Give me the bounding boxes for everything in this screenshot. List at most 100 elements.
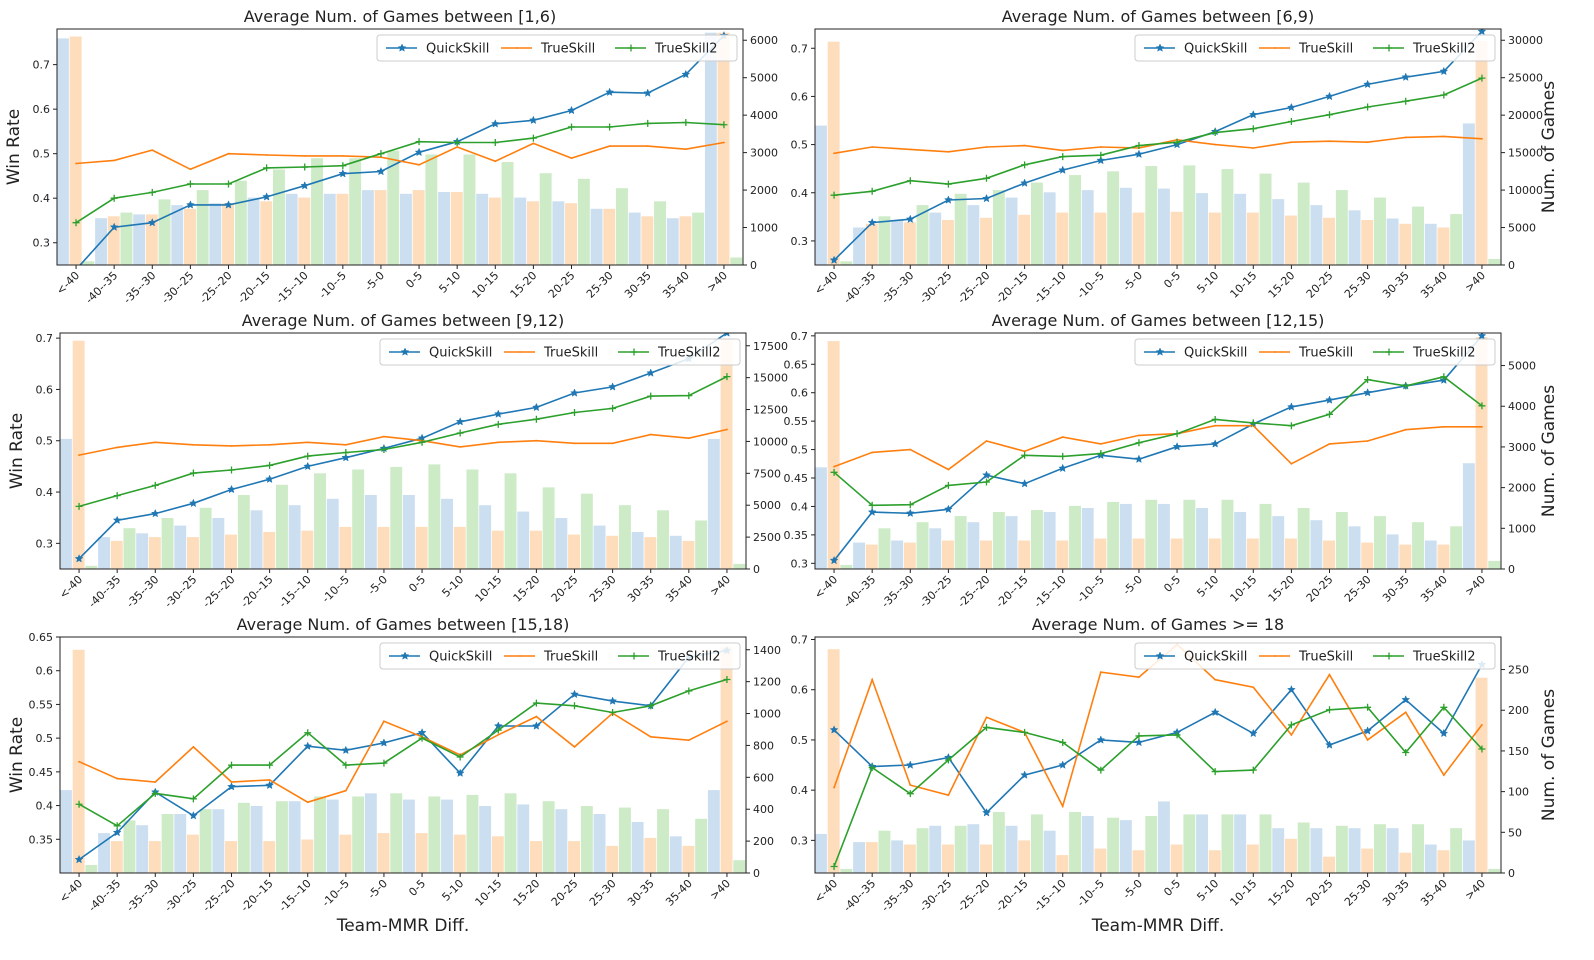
bar-trueskill2 (954, 825, 967, 873)
bar-trueskill2 (577, 178, 590, 265)
bar-trueskill2 (733, 563, 746, 569)
point-trueskill2 (1059, 738, 1067, 746)
legend-label: TrueSkill (1298, 650, 1353, 665)
point-trueskill2 (1478, 402, 1486, 410)
point-quickskill (643, 88, 653, 97)
point-quickskill (532, 721, 541, 730)
legend-label: TrueSkill2 (1412, 650, 1476, 665)
bar-quickskill (57, 38, 69, 265)
legend: QuickSkill TrueSkill TrueSkill2 (379, 642, 741, 670)
y-tick-label: 0.6 (36, 383, 54, 396)
bar-trueskill (827, 649, 840, 873)
x-tick-label: 0-5 (1161, 573, 1183, 595)
point-quickskill (1058, 463, 1068, 473)
bar-trueskill2 (234, 180, 247, 265)
bar-trueskill (1437, 227, 1450, 265)
x-tick-label: 20-25 (1304, 573, 1336, 605)
bar-quickskill (250, 806, 263, 873)
y-tick-label: 0.7 (791, 330, 809, 343)
point-trueskill (1290, 141, 1293, 144)
legend-label: QuickSkill (429, 650, 492, 665)
bar-quickskill (361, 190, 374, 265)
point-trueskill2 (868, 187, 876, 195)
point-quickskill (227, 484, 236, 494)
bar-trueskill (1437, 850, 1450, 873)
bar-trueskill (336, 193, 349, 265)
x-tick-label: <-40 (54, 269, 82, 297)
x-tick-label: -40--35 (86, 573, 123, 610)
point-quickskill (303, 461, 313, 471)
bar-trueskill (827, 341, 840, 569)
point-trueskill2 (1402, 382, 1410, 390)
plot-area (60, 645, 746, 873)
bar-trueskill2 (1450, 214, 1463, 265)
plot-area (60, 333, 746, 569)
bar-trueskill (491, 530, 504, 569)
x-tick-label: 30-35 (625, 877, 657, 909)
point-trueskill2 (1287, 117, 1295, 125)
bar-trueskill (1018, 540, 1031, 569)
chart-title: Average Num. of Games between [6,9) (1002, 7, 1314, 26)
bar-trueskill (1246, 538, 1259, 569)
bar-quickskill (1234, 512, 1247, 569)
x-tick-label: 25-30 (1342, 269, 1374, 301)
x-tick-label: -30--25 (917, 573, 954, 610)
point-trueskill2 (1326, 410, 1333, 418)
point-quickskill (1401, 72, 1411, 81)
bar-trueskill2 (1374, 516, 1386, 569)
bar-quickskill (929, 212, 942, 265)
x-tick-label: 15-20 (1266, 877, 1298, 909)
bar-trueskill (1094, 212, 1107, 265)
point-trueskill (1481, 425, 1483, 428)
bar-trueskill2 (878, 528, 891, 569)
point-quickskill (1020, 479, 1029, 488)
y-tick-label: 0.6 (33, 103, 51, 116)
subplot-3: 0.3 0.4 0.5 0.6 0.7 0 2500 5000 7500 10000 12500 15… (7, 311, 788, 610)
point-quickskill (455, 768, 465, 777)
plot-area (815, 643, 1501, 873)
bar-quickskill (174, 814, 187, 873)
point-trueskill2 (494, 726, 502, 734)
bar-quickskill (1043, 512, 1056, 569)
x-tick-label: -25--20 (955, 269, 992, 306)
bar-trueskill (1132, 212, 1145, 265)
bar-quickskill (1348, 828, 1361, 873)
legend-label: TrueSkill (540, 42, 595, 57)
y-tick-label: 0.3 (791, 834, 809, 847)
x-tick-label: <-40 (57, 573, 85, 601)
bar-trueskill2 (733, 860, 746, 873)
bar-trueskill2 (1221, 814, 1234, 873)
bar-trueskill2 (276, 801, 288, 873)
y-tick-label: 0.3 (33, 237, 51, 250)
point-trueskill2 (944, 756, 952, 764)
bar-trueskill2 (428, 796, 441, 873)
point-trueskill (383, 435, 385, 438)
y2-tick-label: 17500 (753, 340, 788, 353)
point-quickskill (1210, 439, 1220, 448)
point-trueskill (268, 443, 271, 446)
point-quickskill (1477, 29, 1487, 36)
x-tick-label: >40 (707, 573, 733, 599)
y2-tick-label: 6000 (750, 34, 778, 47)
bar-trueskill (1132, 850, 1145, 873)
point-quickskill (1020, 770, 1030, 779)
y2-tick-label: 1000 (750, 222, 778, 235)
bar-trueskill2 (840, 868, 853, 873)
x-tick-label: 25-30 (584, 269, 616, 301)
x-tick-label: -10--5 (319, 573, 351, 605)
line-trueskill (833, 424, 1482, 471)
x-tick-label: -25--20 (955, 573, 992, 610)
point-quickskill (1210, 707, 1220, 717)
legend-label: TrueSkill2 (1412, 346, 1476, 361)
bar-quickskill (288, 505, 301, 569)
point-trueskill (871, 678, 874, 681)
point-trueskill2 (304, 452, 312, 460)
y2-tick-label: 250 (1508, 664, 1529, 677)
point-trueskill (192, 746, 195, 748)
point-quickskill (829, 725, 839, 734)
point-trueskill (1404, 136, 1407, 139)
bar-quickskill (1005, 197, 1018, 265)
y2-tick-label: 4000 (750, 109, 778, 122)
point-trueskill (1061, 436, 1064, 438)
point-quickskill (1286, 402, 1296, 411)
